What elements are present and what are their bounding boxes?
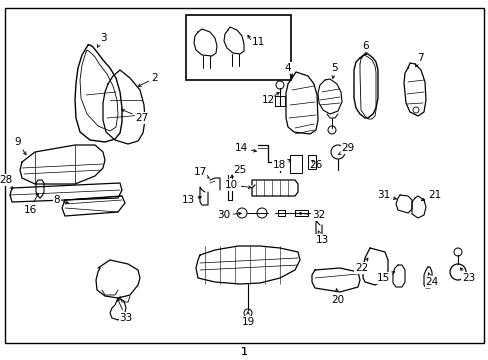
Bar	[185, 15, 290, 80]
Text: 1: 1	[240, 347, 247, 357]
Text: 31: 31	[376, 190, 396, 200]
Text: 12: 12	[261, 95, 274, 105]
Bar	[307, 155, 315, 169]
Text: 28: 28	[0, 175, 13, 189]
Text: 15: 15	[376, 272, 394, 283]
Text: 1: 1	[240, 347, 247, 357]
Text: 13: 13	[315, 231, 328, 245]
Text: 5: 5	[331, 63, 338, 78]
Text: 23: 23	[459, 268, 474, 283]
Text: 19: 19	[241, 312, 254, 327]
Text: 8: 8	[53, 195, 68, 205]
Text: 27: 27	[121, 109, 148, 123]
Text: 3: 3	[97, 33, 106, 47]
Text: 29: 29	[338, 143, 354, 155]
Text: 16: 16	[23, 193, 38, 215]
Bar	[289, 155, 302, 173]
Text: 6: 6	[362, 41, 368, 54]
Text: 4: 4	[284, 63, 292, 77]
Text: 25: 25	[230, 165, 246, 177]
Text: 33: 33	[117, 298, 132, 323]
Text: 9: 9	[15, 137, 26, 155]
Text: 2: 2	[138, 73, 158, 86]
Text: 14: 14	[234, 143, 256, 153]
Text: 20: 20	[331, 289, 344, 305]
Text: 11: 11	[251, 37, 264, 47]
Text: 17: 17	[193, 167, 209, 178]
Text: 30: 30	[217, 210, 241, 220]
Text: 13: 13	[182, 195, 201, 205]
Text: 22: 22	[354, 258, 367, 273]
Text: 10: 10	[224, 180, 251, 190]
Text: 21: 21	[421, 190, 440, 201]
Text: 32: 32	[298, 210, 325, 220]
Text: 26: 26	[309, 160, 322, 170]
Text: 18: 18	[272, 159, 290, 170]
Text: 7: 7	[415, 53, 423, 67]
Text: 24: 24	[425, 273, 438, 287]
